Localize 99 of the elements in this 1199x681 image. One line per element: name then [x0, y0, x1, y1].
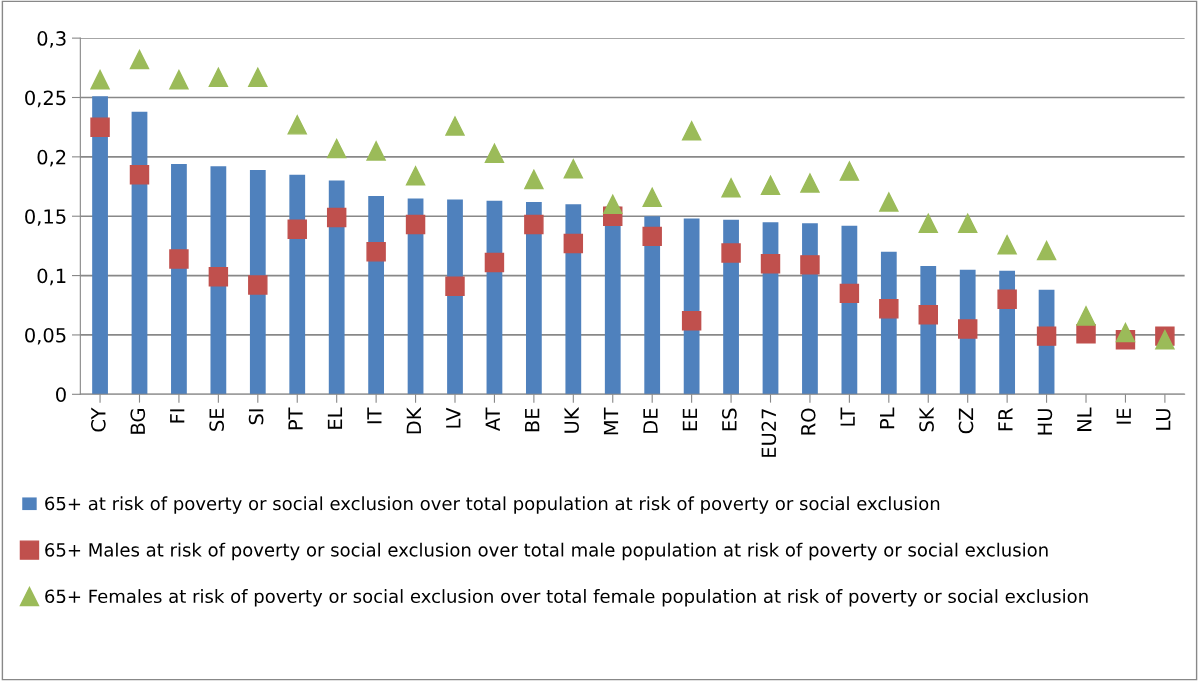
- bar: [92, 96, 108, 395]
- x-tick-label: PL: [880, 407, 895, 429]
- x-tick-label: LT: [840, 407, 855, 426]
- point: [524, 169, 544, 190]
- x-tick-label: MT: [603, 407, 619, 435]
- point: [169, 69, 189, 90]
- point: [129, 164, 150, 185]
- x-tick-label: EU27: [761, 409, 777, 457]
- point: [90, 69, 110, 90]
- x-tick-label: ES: [722, 408, 737, 431]
- point: [839, 161, 860, 181]
- point: [879, 192, 899, 212]
- legend-label: 65+ Males at risk of poverty or social exclusion over total male population at risk of poverty or social exclusion: [45, 542, 1048, 561]
- point: [484, 143, 505, 164]
- x-tick-label: PT: [288, 407, 303, 430]
- bar: [210, 166, 227, 395]
- x-tick-label: BG: [130, 409, 146, 434]
- point: [287, 219, 307, 239]
- point: [918, 305, 938, 325]
- point: [760, 253, 781, 274]
- point: [957, 319, 978, 339]
- x-tick-label: DK: [406, 407, 421, 434]
- x-tick-label: SK: [919, 407, 934, 432]
- y-tick-label: 0,3: [37, 31, 66, 48]
- point: [681, 310, 702, 331]
- x-tick-label: FR: [998, 408, 1013, 431]
- point: [721, 243, 741, 263]
- point: [248, 67, 268, 88]
- point: [997, 289, 1017, 310]
- point: [524, 214, 544, 235]
- point: [1076, 306, 1096, 326]
- point: [208, 267, 229, 287]
- point: [445, 276, 465, 296]
- point: [169, 249, 189, 269]
- point: [563, 159, 584, 179]
- point: [918, 213, 938, 234]
- point: [800, 173, 820, 193]
- point: [1036, 240, 1057, 261]
- x-tick-label: NL: [1077, 407, 1092, 431]
- point: [366, 141, 386, 161]
- x-tick-label: RO: [800, 408, 816, 435]
- bar: [525, 201, 542, 395]
- x-tick-label: EE: [682, 408, 697, 431]
- point: [445, 116, 465, 136]
- point: [1036, 326, 1057, 346]
- point: [248, 275, 268, 295]
- point: [1115, 322, 1136, 343]
- point: [800, 255, 820, 275]
- point: [839, 283, 860, 304]
- y-tick-label: 0,2: [37, 149, 66, 167]
- point: [681, 121, 702, 141]
- x-tick-label: AT: [485, 407, 500, 432]
- x-tick-label: IT: [367, 407, 382, 424]
- y-tick-label: 0,15: [25, 209, 66, 226]
- point: [208, 67, 229, 88]
- point: [603, 194, 623, 215]
- bar: [289, 174, 306, 395]
- point: [129, 49, 150, 70]
- point: [997, 234, 1017, 255]
- x-tick-label: LU: [1156, 409, 1171, 430]
- legend-label: 65+ at risk of poverty or social exclusion over total population at risk of poverty or social exclusion: [45, 496, 940, 514]
- x-tick-label: FI: [170, 409, 185, 423]
- point: [642, 187, 662, 207]
- bar: [249, 169, 266, 395]
- point: [484, 252, 505, 273]
- point: [90, 117, 110, 137]
- point: [721, 178, 741, 198]
- point: [1076, 324, 1096, 344]
- point: [326, 207, 347, 228]
- x-tick-label: SE: [209, 408, 225, 431]
- y-tick-label: 0,1: [37, 268, 66, 286]
- x-tick-label: IE: [1116, 408, 1131, 424]
- x-tick-label: HU: [1037, 409, 1053, 435]
- point: [287, 115, 307, 135]
- y-tick-label: 0,05: [25, 327, 66, 345]
- point: [405, 166, 426, 186]
- point: [760, 175, 781, 196]
- bar: [171, 163, 187, 395]
- legend-label: 65+ Females at risk of poverty or social exclusion over total female population at risk of poverty or social exclusion: [45, 589, 1088, 607]
- x-tick-label: CY: [90, 407, 106, 432]
- point: [957, 213, 978, 234]
- point: [366, 242, 386, 262]
- x-tick-label: EL: [327, 407, 343, 429]
- point: [563, 233, 584, 254]
- point: [879, 299, 899, 319]
- bar: [841, 225, 858, 395]
- y-tick-label: 0: [56, 387, 66, 402]
- point: [405, 214, 426, 235]
- x-tick-label: SI: [248, 409, 264, 425]
- x-tick-label: DE: [643, 408, 658, 433]
- bar: [565, 204, 582, 395]
- point: [326, 138, 347, 159]
- x-tick-label: UK: [564, 407, 579, 433]
- point: [642, 226, 662, 247]
- bar: [683, 218, 700, 395]
- y-tick-label: 0,25: [25, 90, 66, 108]
- x-tick-label: BE: [525, 408, 540, 432]
- x-tick-label: CZ: [958, 408, 974, 434]
- x-tick-label: LV: [446, 407, 461, 428]
